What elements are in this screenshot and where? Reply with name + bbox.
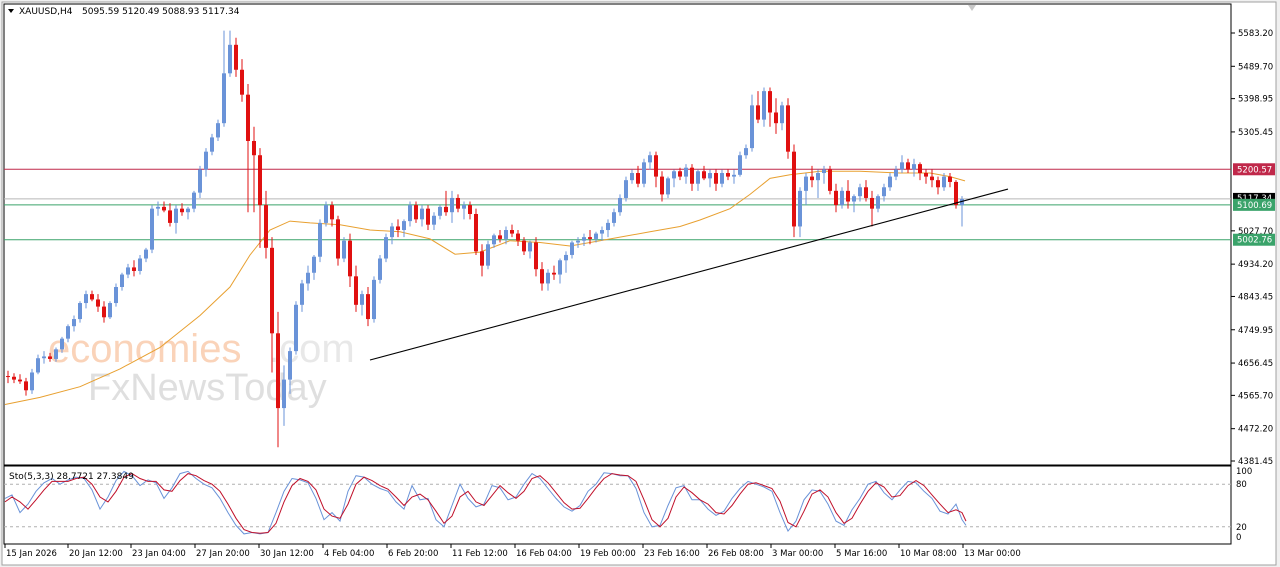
ohlc-values: 5095.59 5120.49 5088.93 5117.34 — [82, 7, 240, 17]
time-tick-label: 3 Mar 00:00 — [772, 549, 823, 559]
price-tick-label: 4656.45 — [1238, 359, 1273, 369]
watermark-economies: economies — [48, 327, 241, 371]
time-tick-label: 6 Feb 20:00 — [388, 549, 438, 559]
stochastic-level-label: 0 — [1236, 533, 1241, 543]
time-tick-label: 4 Feb 04:00 — [324, 549, 374, 559]
time-tick-label: 20 Jan 12:00 — [69, 549, 123, 559]
watermark-dotcom: .com — [268, 327, 355, 371]
price-tick-label: 4565.70 — [1238, 391, 1273, 401]
price-tick-label: 4843.45 — [1238, 292, 1273, 302]
time-tick-label: 26 Feb 08:00 — [708, 549, 764, 559]
time-tick-label: 10 Mar 08:00 — [900, 549, 957, 559]
time-tick-label: 11 Feb 12:00 — [452, 549, 508, 559]
trendline-line[interactable] — [369, 188, 1009, 361]
price-tick-label: 5398.95 — [1238, 95, 1273, 105]
time-tick-label: 19 Feb 00:00 — [580, 549, 636, 559]
stochastic-signal-line — [4, 473, 967, 534]
watermark-fxnewstoday: FxNewsToday — [88, 367, 327, 409]
ma-line — [4, 170, 966, 405]
price-pane[interactable] — [3, 3, 1232, 466]
time-tick-label: 16 Feb 04:00 — [516, 549, 572, 559]
stochastic-lines — [4, 470, 1231, 535]
time-tick-label: 27 Jan 20:00 — [196, 549, 250, 559]
price-axis: 5583.20 5489.70 5398.95 5305.45 5027.70 4934.… — [1231, 29, 1273, 467]
price-tick-label: 5583.20 — [1238, 29, 1273, 39]
price-tick-label: 4472.20 — [1238, 425, 1273, 435]
level-price-tag — [1233, 163, 1275, 176]
trendline[interactable] — [369, 188, 1009, 361]
stochastic-level-label: 20 — [1236, 523, 1247, 533]
price-tick-label: 4749.95 — [1238, 326, 1273, 336]
current-price-tag — [1233, 192, 1275, 202]
stochastic-pane[interactable] — [3, 465, 1232, 545]
price-tick-label: 4381.45 — [1238, 457, 1273, 467]
time-tick-label: 30 Jan 12:00 — [260, 549, 314, 559]
stochastic-level-label: 80 — [1236, 480, 1247, 490]
time-tick-label: 23 Jan 04:00 — [132, 549, 186, 559]
time-tick-label: 23 Feb 16:00 — [644, 549, 700, 559]
stochastic-axis: 100 80 200 — [1236, 467, 1252, 543]
time-axis: 15 Jan 2026 20 Jan 12:00 23 Jan 04:00 27 Ja… — [4, 544, 1021, 559]
level-price-tag — [1233, 198, 1275, 211]
time-tick-label: 15 Jan 2026 — [6, 549, 57, 559]
price-tick-label: 4934.20 — [1238, 260, 1273, 270]
time-tick-label: 13 Mar 00:00 — [964, 549, 1021, 559]
level-price-tag — [1233, 233, 1275, 246]
stochastic-main-line — [4, 470, 967, 535]
triangle-down-icon[interactable] — [8, 9, 14, 13]
time-tick-label: 5 Mar 16:00 — [836, 549, 887, 559]
moving-average — [4, 170, 966, 405]
level-price-tag-label: 5002.76 — [1237, 236, 1272, 246]
candlesticks — [6, 30, 964, 448]
watermark: economies .com FxNewsToday — [48, 327, 355, 409]
stochastic-level-label: 100 — [1236, 467, 1252, 477]
price-tick-label: 5305.45 — [1238, 128, 1273, 138]
horizontal-levels — [4, 168, 1231, 241]
chart-shift-marker-icon[interactable] — [968, 5, 976, 11]
stochastic-label: Sto(5,3,3) 28.7721 27.3849 — [9, 472, 134, 482]
level-price-tag-label: 5200.57 — [1237, 165, 1272, 175]
price-tick-label: 5027.70 — [1238, 227, 1273, 237]
price-tick-label: 5489.70 — [1238, 62, 1273, 72]
level-price-tag-label: 5100.69 — [1237, 201, 1272, 211]
symbol-timeframe: XAUUSD,H4 — [19, 7, 73, 17]
